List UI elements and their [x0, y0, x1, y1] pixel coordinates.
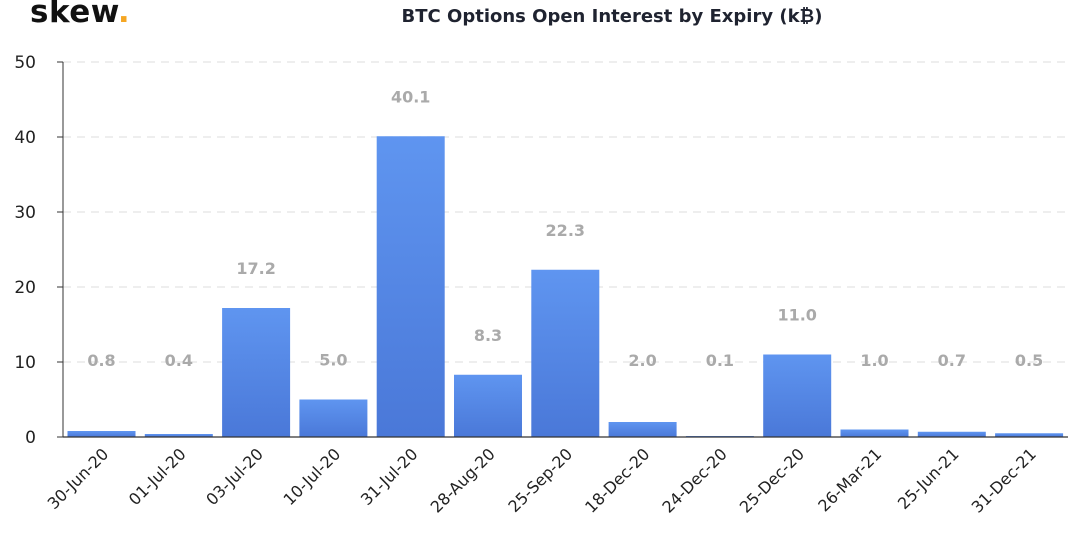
- data-label-26-Mar-21: 1.0: [860, 351, 888, 370]
- x-tick-label: 10-Jul-20: [280, 444, 345, 509]
- x-tick-label: 26-Mar-21: [814, 444, 885, 515]
- bar-01-Jul-20: [144, 434, 213, 437]
- y-tick-label: 40: [14, 128, 36, 148]
- x-tick-label: 01-Jul-20: [125, 444, 190, 509]
- data-labels: 0.8 0.4 17.2 5.0 40.1 8.3 22.3 2.0 0.1 11.0 1.0 0.7…: [87, 87, 1043, 370]
- x-tick-label: 31-Dec-21: [968, 444, 1040, 516]
- x-tick-label: 24-Dec-20: [658, 444, 730, 516]
- bar-25-Dec-20: [763, 354, 832, 437]
- bar-03-Jul-20: [222, 308, 291, 437]
- bar-26-Mar-21: [840, 429, 909, 437]
- logo-dot: .: [117, 0, 131, 30]
- x-tick-label: 28-Aug-20: [427, 444, 499, 516]
- data-label-30-Jun-20: 0.8: [87, 351, 115, 370]
- data-label-31-Jul-20: 40.1: [391, 87, 430, 106]
- x-tick-label: 25-Sep-20: [504, 444, 576, 516]
- data-label-31-Dec-21: 0.5: [1015, 351, 1043, 370]
- x-tick-label: 25-Jun-21: [894, 444, 963, 513]
- bar-30-Jun-20: [67, 431, 136, 437]
- x-tick-label: 31-Jul-20: [357, 444, 422, 509]
- bar-10-Jul-20: [299, 399, 368, 437]
- x-tick-label: 25-Dec-20: [736, 444, 808, 516]
- y-tick-label: 50: [14, 53, 36, 73]
- x-axis-ticks: 30-Jun-20 01-Jul-20 03-Jul-20 10-Jul-20 31-J…: [44, 444, 1040, 516]
- chart-title: BTC Options Open Interest by Expiry (k₿): [401, 6, 823, 27]
- bar-25-Sep-20: [531, 269, 600, 437]
- y-tick-label: 10: [14, 353, 36, 373]
- y-tick-label: 30: [14, 203, 36, 223]
- data-label-24-Dec-20: 0.1: [706, 351, 734, 370]
- data-label-01-Jul-20: 0.4: [165, 351, 193, 370]
- bar-31-Jul-20: [376, 136, 445, 437]
- y-axis-ticks: 0 10 20 30 40 50: [14, 53, 63, 448]
- bar-28-Aug-20: [454, 374, 522, 437]
- x-tick-label: 03-Jul-20: [202, 444, 267, 509]
- bar-18-Dec-20: [608, 422, 677, 437]
- x-tick-label: 30-Jun-20: [44, 444, 113, 513]
- data-label-28-Aug-20: 8.3: [474, 326, 502, 345]
- y-tick-label: 0: [25, 428, 36, 448]
- bar-31-Dec-21: [995, 433, 1064, 437]
- logo-text: skew: [30, 0, 118, 30]
- data-label-25-Jun-21: 0.7: [938, 351, 966, 370]
- data-label-18-Dec-20: 2.0: [628, 351, 656, 370]
- x-tick-label: 18-Dec-20: [581, 444, 653, 516]
- data-label-25-Dec-20: 11.0: [777, 306, 816, 325]
- data-label-03-Jul-20: 17.2: [236, 259, 275, 278]
- data-label-25-Sep-20: 22.3: [546, 221, 585, 240]
- skew-logo: skew.: [30, 0, 130, 30]
- y-tick-label: 20: [14, 278, 36, 298]
- bars: [67, 136, 1064, 437]
- data-label-10-Jul-20: 5.0: [319, 351, 347, 370]
- bar-25-Jun-21: [917, 431, 986, 437]
